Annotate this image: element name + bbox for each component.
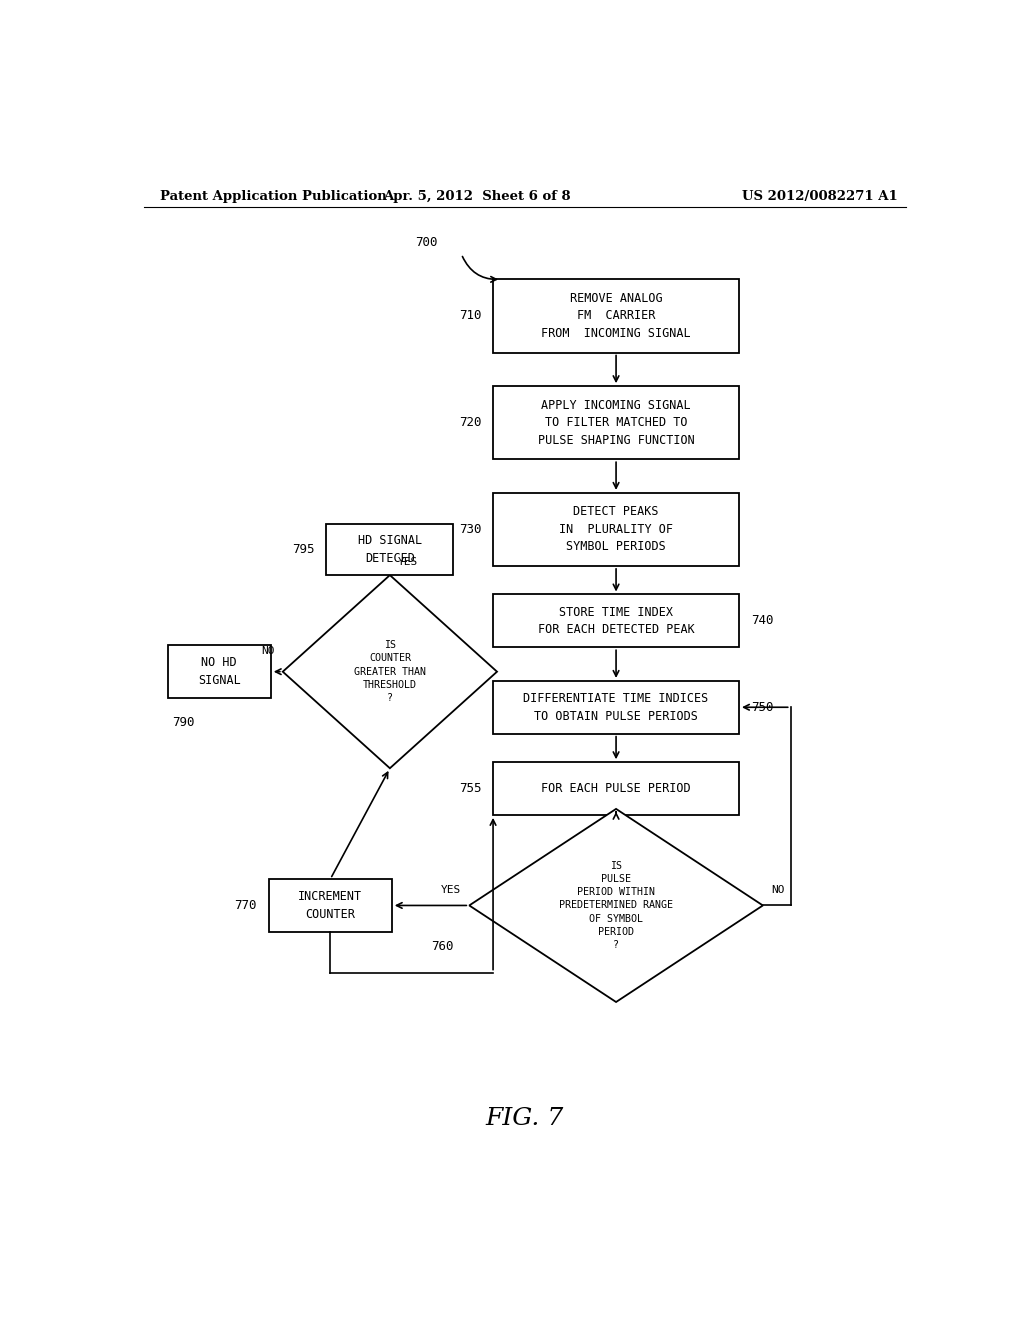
Text: APPLY INCOMING SIGNAL
TO FILTER MATCHED TO
PULSE SHAPING FUNCTION: APPLY INCOMING SIGNAL TO FILTER MATCHED … xyxy=(538,399,694,446)
Text: INCREMENT
COUNTER: INCREMENT COUNTER xyxy=(298,890,362,921)
Text: 710: 710 xyxy=(459,309,481,322)
Text: 740: 740 xyxy=(751,614,773,627)
FancyBboxPatch shape xyxy=(494,280,739,352)
FancyBboxPatch shape xyxy=(269,879,392,932)
Text: FOR EACH PULSE PERIOD: FOR EACH PULSE PERIOD xyxy=(542,781,691,795)
Polygon shape xyxy=(469,809,763,1002)
FancyBboxPatch shape xyxy=(494,385,739,459)
Polygon shape xyxy=(283,576,497,768)
FancyBboxPatch shape xyxy=(168,645,270,698)
Text: DETECT PEAKS
IN  PLURALITY OF
SYMBOL PERIODS: DETECT PEAKS IN PLURALITY OF SYMBOL PERI… xyxy=(559,506,673,553)
Text: 760: 760 xyxy=(431,940,454,953)
Text: NO: NO xyxy=(261,647,274,656)
Text: Apr. 5, 2012  Sheet 6 of 8: Apr. 5, 2012 Sheet 6 of 8 xyxy=(383,190,571,202)
Text: YES: YES xyxy=(397,557,418,568)
Text: 750: 750 xyxy=(751,701,773,714)
Text: IS
PULSE
PERIOD WITHIN
PREDETERMINED RANGE
OF SYMBOL
PERIOD
?: IS PULSE PERIOD WITHIN PREDETERMINED RAN… xyxy=(559,861,673,950)
Text: NO: NO xyxy=(771,886,784,895)
Text: NO HD
SIGNAL: NO HD SIGNAL xyxy=(198,656,241,686)
Text: 795: 795 xyxy=(292,544,314,556)
Text: HD SIGNAL
DETECED: HD SIGNAL DETECED xyxy=(357,535,422,565)
Text: 730: 730 xyxy=(459,523,481,536)
Text: 700: 700 xyxy=(415,236,437,249)
Text: 780: 780 xyxy=(245,655,267,668)
Text: 770: 770 xyxy=(234,899,257,912)
FancyBboxPatch shape xyxy=(494,492,739,566)
Text: IS
COUNTER
GREATER THAN
THRESHOLD
?: IS COUNTER GREATER THAN THRESHOLD ? xyxy=(354,640,426,704)
Text: 755: 755 xyxy=(459,781,481,795)
Text: US 2012/0082271 A1: US 2012/0082271 A1 xyxy=(742,190,898,202)
Text: REMOVE ANALOG
FM  CARRIER
FROM  INCOMING SIGNAL: REMOVE ANALOG FM CARRIER FROM INCOMING S… xyxy=(542,292,691,341)
Text: STORE TIME INDEX
FOR EACH DETECTED PEAK: STORE TIME INDEX FOR EACH DETECTED PEAK xyxy=(538,606,694,636)
Text: Patent Application Publication: Patent Application Publication xyxy=(160,190,386,202)
FancyBboxPatch shape xyxy=(494,762,739,814)
FancyBboxPatch shape xyxy=(327,524,454,576)
Text: YES: YES xyxy=(441,886,461,895)
Text: 790: 790 xyxy=(172,717,195,730)
FancyBboxPatch shape xyxy=(494,594,739,647)
FancyBboxPatch shape xyxy=(494,681,739,734)
Text: DIFFERENTIATE TIME INDICES
TO OBTAIN PULSE PERIODS: DIFFERENTIATE TIME INDICES TO OBTAIN PUL… xyxy=(523,692,709,722)
Text: 720: 720 xyxy=(459,416,481,429)
Text: FIG. 7: FIG. 7 xyxy=(485,1107,564,1130)
